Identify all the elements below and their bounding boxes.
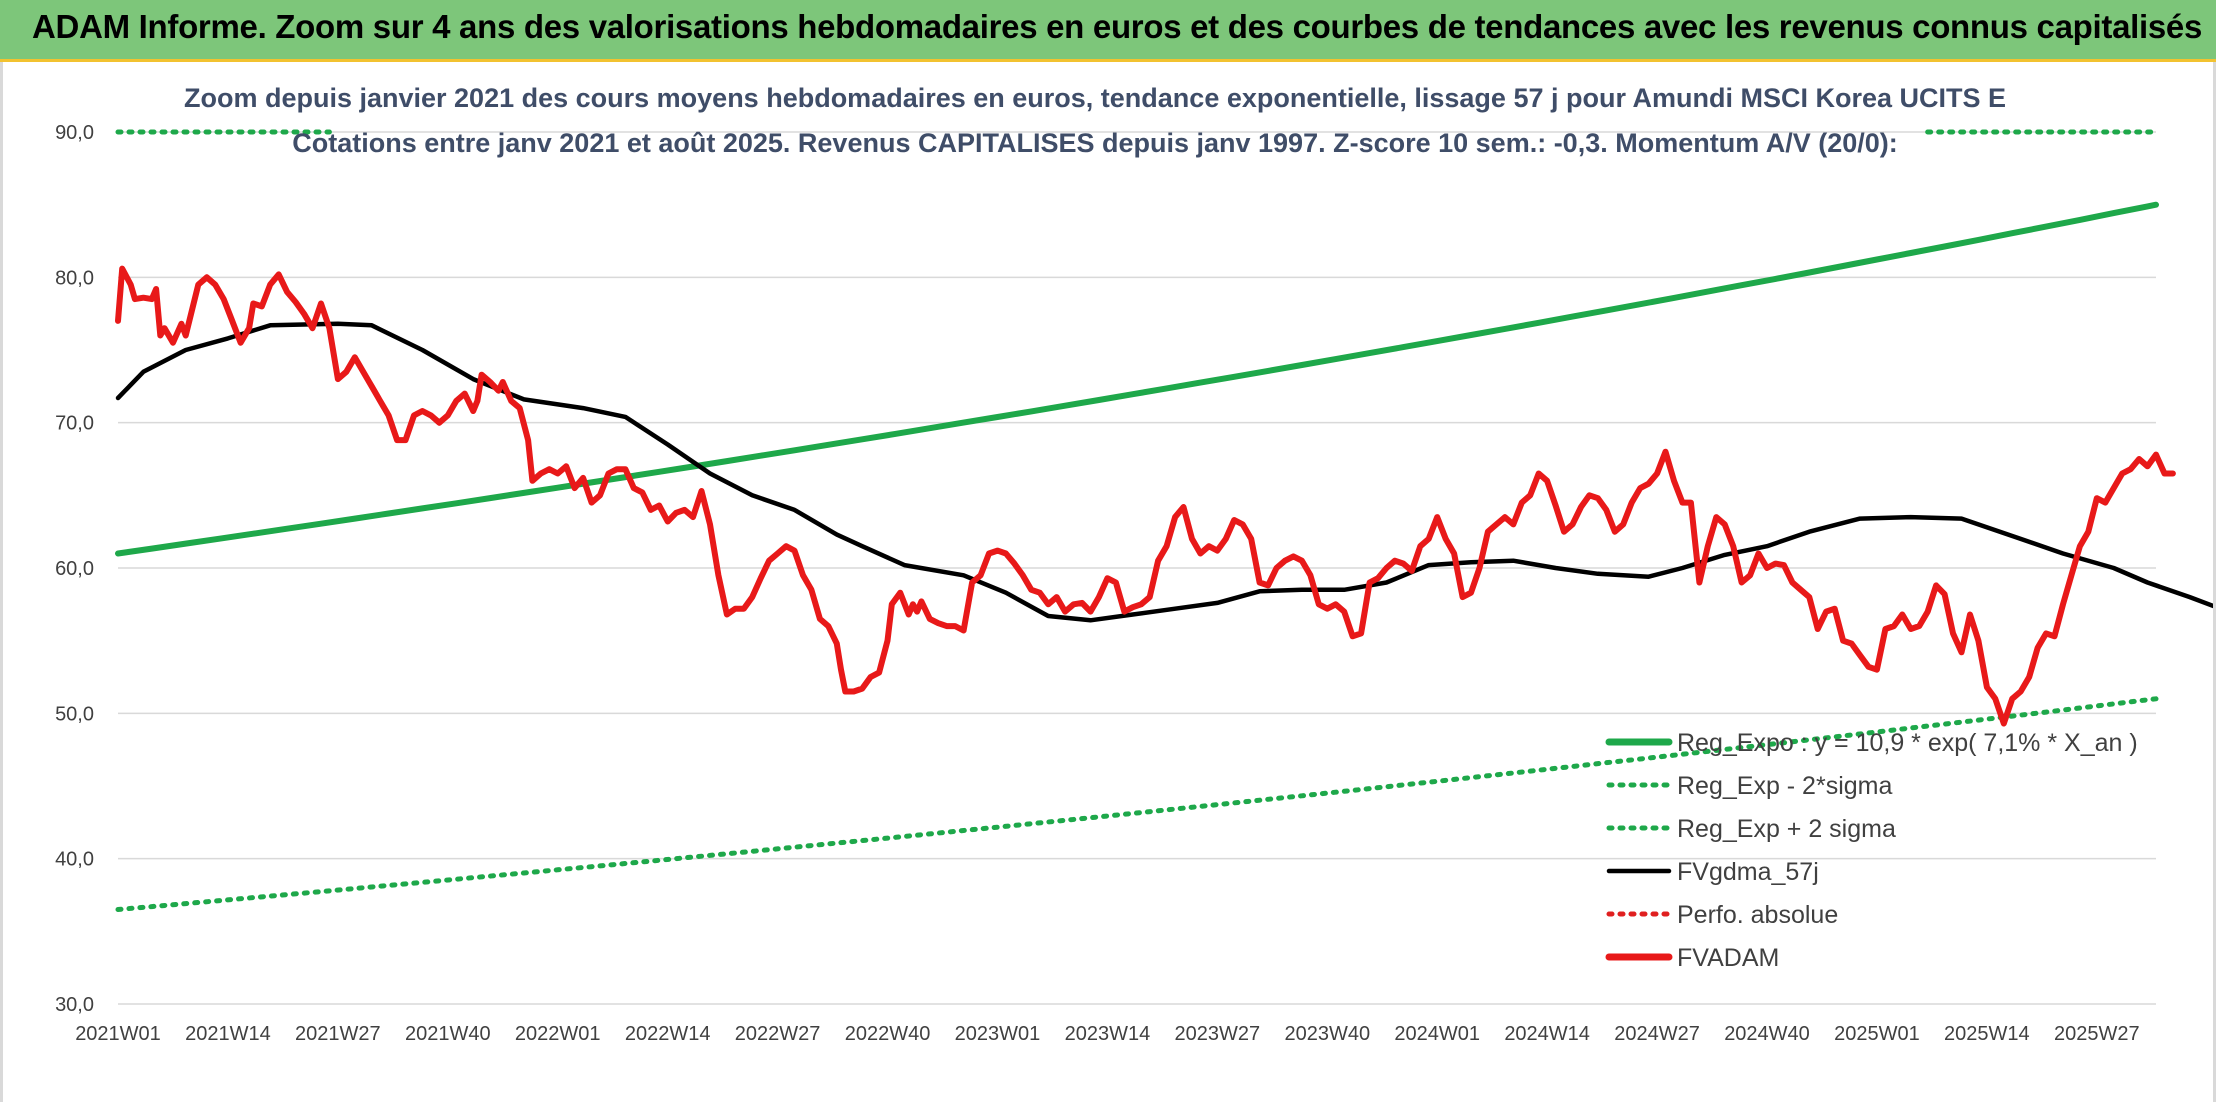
chart-subtitle: Cotations entre janv 2021 et août 2025. …: [292, 128, 1898, 158]
x-tick-label: 2025W01: [1834, 1023, 1920, 1045]
x-tick-label: 2024W40: [1724, 1023, 1810, 1045]
line-chart: 30,040,050,060,070,080,090,0 2021W01 2021…: [55, 83, 2213, 1045]
legend-label: Reg_Expo : y = 10,9 * exp( 7,1% * X_an ): [1677, 729, 2138, 757]
x-tick-label: 2023W01: [955, 1023, 1041, 1045]
x-tick-label: 2021W01: [75, 1023, 161, 1045]
chart-title: Zoom depuis janvier 2021 des cours moyen…: [184, 83, 2006, 113]
x-tick-label: 2025W14: [1944, 1023, 2030, 1045]
x-tick-label: 2023W14: [1065, 1023, 1151, 1045]
y-tick-label: 60,0: [55, 558, 94, 580]
x-tick-label: 2023W27: [1175, 1023, 1261, 1045]
series-group: [115, 129, 2213, 912]
y-tick-label: 90,0: [55, 122, 94, 144]
x-tick-label: 2022W40: [845, 1023, 931, 1045]
series-line-reg-exp-minus-2-sigma: [115, 696, 2159, 912]
legend-label: Reg_Exp + 2 sigma: [1677, 815, 1896, 843]
y-tick-label: 30,0: [55, 994, 94, 1016]
x-tick-label: 2022W27: [735, 1023, 821, 1045]
legend-label: FVgdma_57j: [1677, 858, 1819, 886]
series-line-reg-expo: [115, 201, 2159, 557]
legend: Reg_Expo : y = 10,9 * exp( 7,1% * X_an )…: [1605, 729, 2138, 972]
gridlines: [118, 131, 2156, 1005]
x-tick-label: 2024W27: [1614, 1023, 1700, 1045]
x-tick-label: 2021W14: [185, 1023, 271, 1045]
chart-area: 30,0 40,0 50,0 60,0 70,0 80,0 90,0 2021W01 2021…: [0, 62, 2216, 1102]
report-banner: ADAM Informe. Zoom sur 4 ans des valoris…: [0, 0, 2216, 62]
x-tick-label: 2021W27: [295, 1023, 381, 1045]
x-tick-label: 2023W40: [1284, 1023, 1370, 1045]
series-line-fvgdma-57j: [115, 321, 2213, 623]
legend-label: FVADAM: [1677, 944, 1779, 972]
x-tick-label: 2021W40: [405, 1023, 491, 1045]
x-axis: 2021W01 2021W14 2021W27 2021W40 2022W01 2022W…: [75, 1023, 2139, 1045]
y-tick-label: 80,0: [55, 267, 94, 289]
y-axis: 30,0 40,0 50,0 60,0 70,0 80,0 90,0: [55, 122, 94, 1016]
y-tick-label: 70,0: [55, 413, 94, 435]
series-line-fvadam: [115, 265, 2176, 727]
legend-label: Reg_Exp - 2*sigma: [1677, 772, 1892, 800]
y-tick-label: 40,0: [55, 849, 94, 871]
y-tick-label: 50,0: [55, 703, 94, 725]
x-tick-label: 2025W27: [2054, 1023, 2140, 1045]
x-tick-label: 2024W01: [1394, 1023, 1480, 1045]
x-tick-label: 2022W01: [515, 1023, 601, 1045]
x-tick-label: 2024W14: [1504, 1023, 1590, 1045]
legend-label: Perfo. absolue: [1677, 901, 1838, 929]
x-tick-label: 2022W14: [625, 1023, 711, 1045]
report-title: ADAM Informe. Zoom sur 4 ans des valoris…: [32, 8, 2203, 45]
